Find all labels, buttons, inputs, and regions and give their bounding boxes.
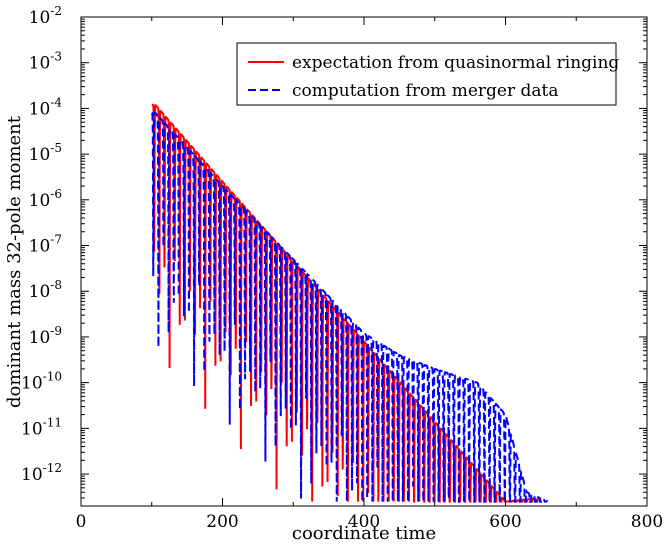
y-axis-label: dominant mass 32-pole moment — [4, 115, 25, 408]
y-tick-label: 10-4 — [29, 95, 63, 119]
legend: expectation from quasinormal ringing com… — [236, 42, 619, 106]
ticks-layer: 0 200 400 600 800 10-2 10-3 10-4 10-5 10-6 10-7 10-… — [21, 4, 663, 532]
y-tick-label: 10-8 — [29, 278, 62, 302]
y-tick-label: 10-9 — [29, 324, 62, 348]
y-tick-label: 10-2 — [29, 4, 62, 28]
y-tick-label: 10-12 — [21, 461, 62, 485]
legend-label-expectation: expectation from quasinormal ringing — [292, 53, 619, 73]
y-tick-label: 10-11 — [21, 415, 62, 439]
x-tick-label: 0 — [76, 512, 87, 532]
y-tick-label: 10-5 — [29, 141, 62, 165]
y-tick-label: 10-7 — [29, 233, 62, 257]
y-tick-label: 10-6 — [29, 187, 62, 211]
x-tick-label: 400 — [348, 512, 380, 532]
y-tick-label: 10-3 — [29, 50, 62, 74]
series-line-0 — [151, 103, 542, 503]
x-axis-label: coordinate time — [292, 523, 436, 544]
series-layer — [151, 103, 549, 503]
x-tick-label: 600 — [489, 512, 521, 532]
legend-label-computation: computation from merger data — [292, 81, 558, 101]
x-tick-label: 800 — [631, 512, 663, 532]
y-tick-label: 10-10 — [21, 370, 62, 394]
legend-box — [236, 42, 617, 106]
series-line-1 — [151, 111, 549, 503]
x-tick-label: 200 — [206, 512, 238, 532]
